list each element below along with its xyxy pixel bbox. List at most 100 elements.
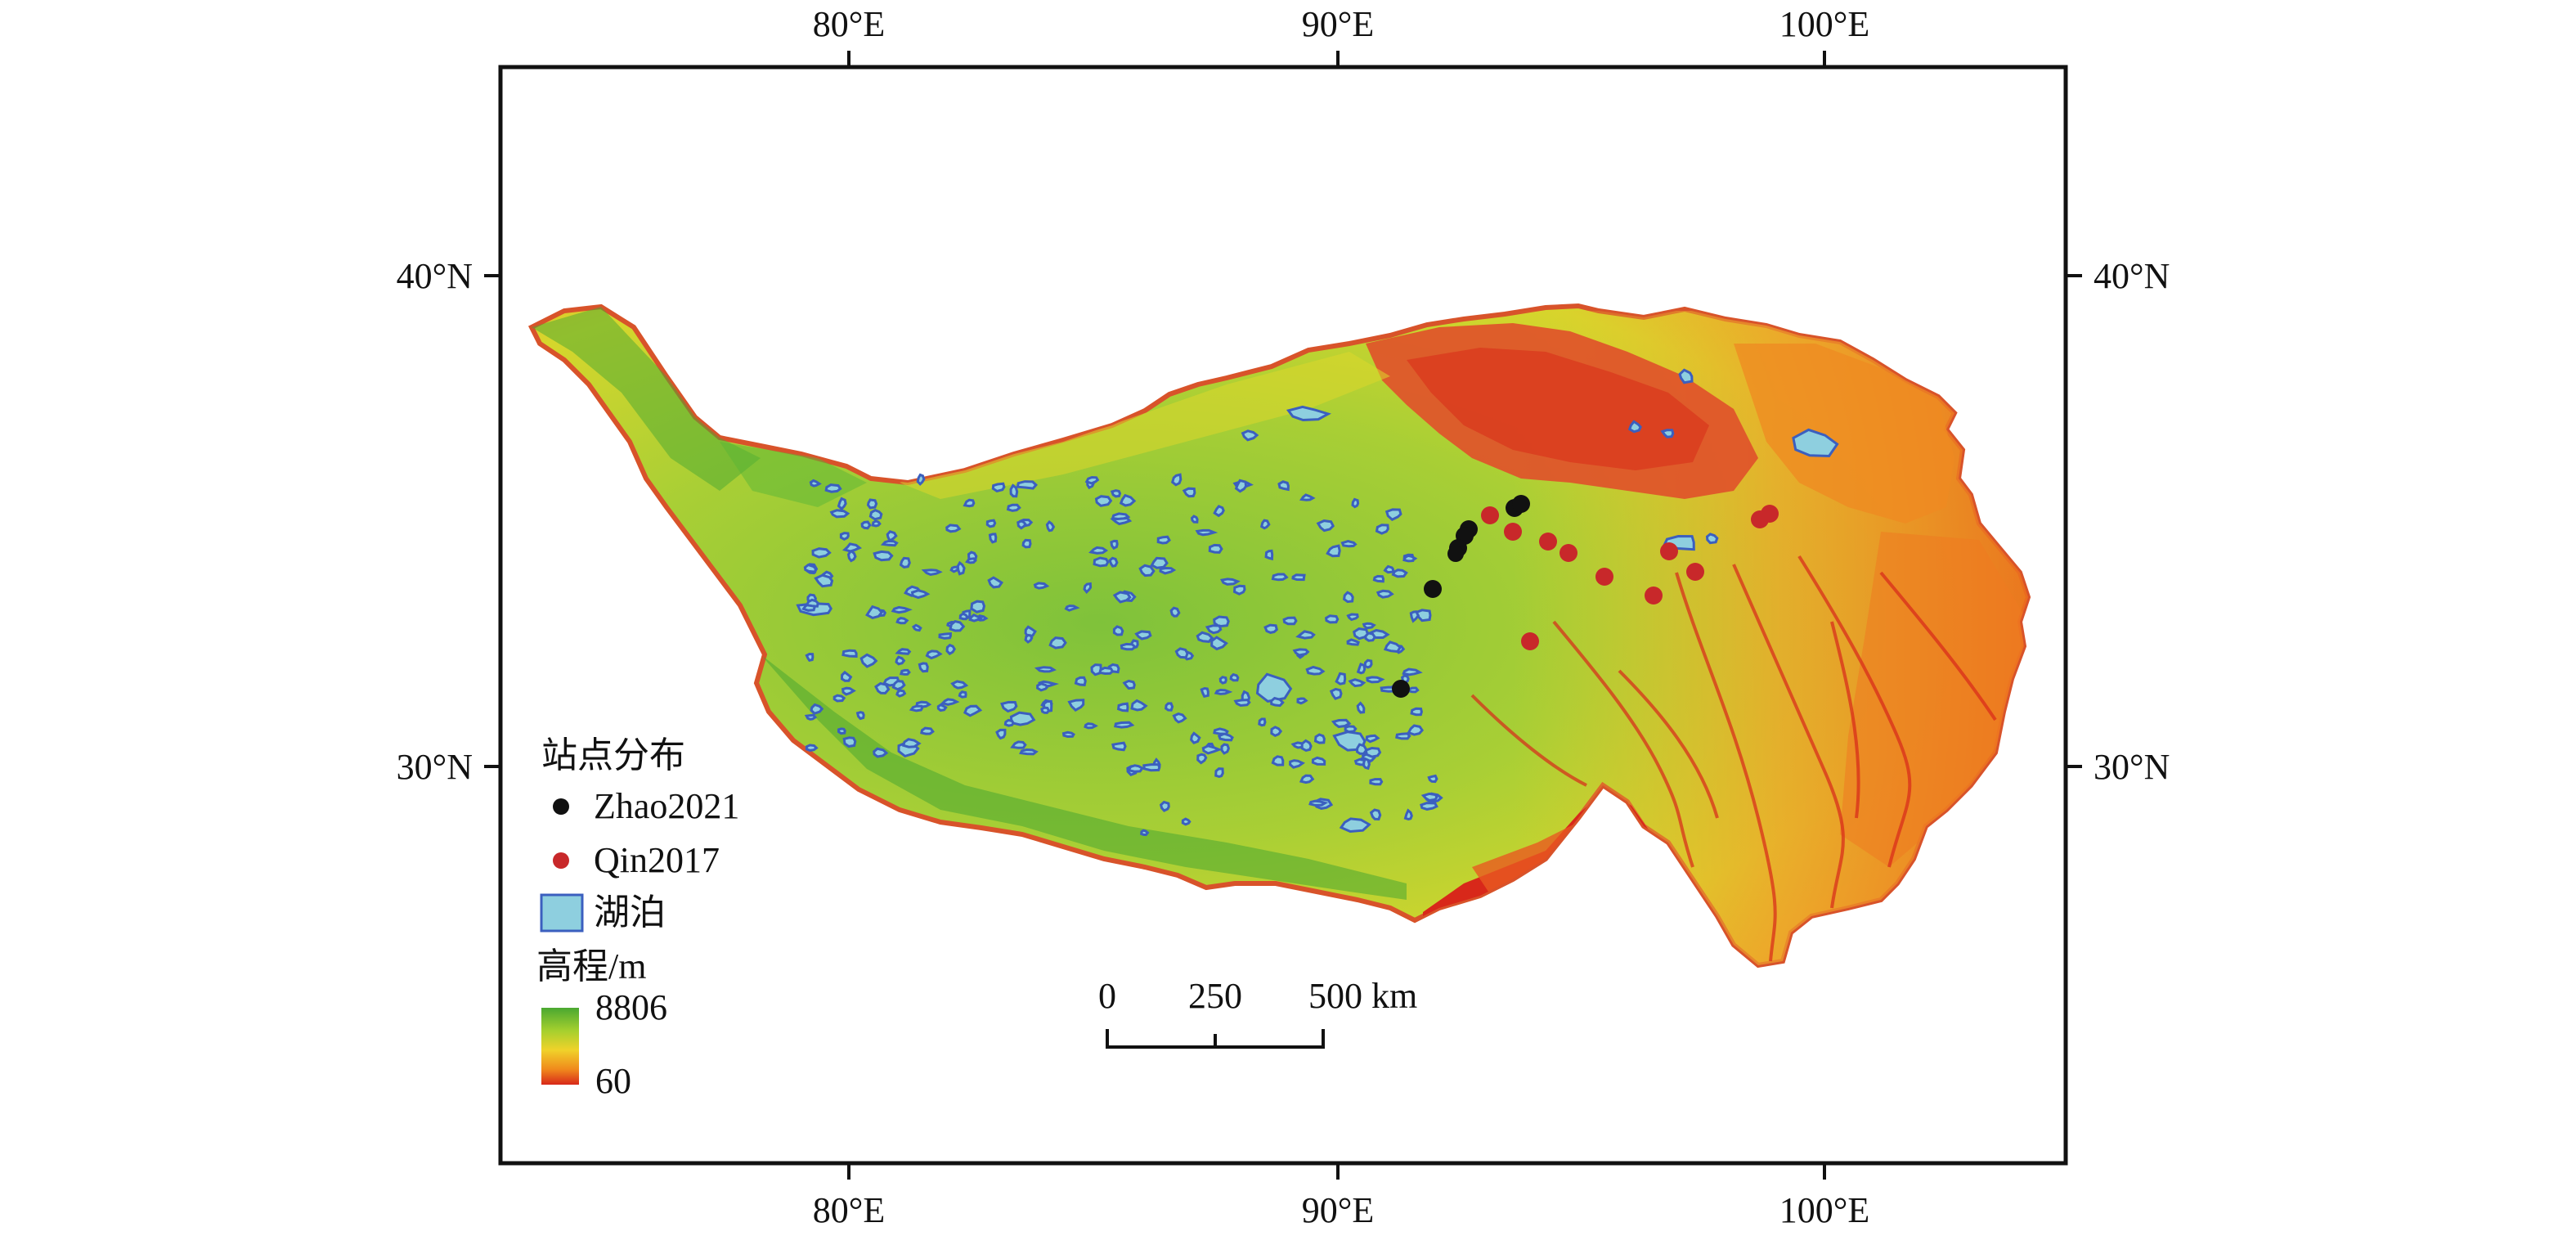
lake xyxy=(1410,707,1423,717)
lake xyxy=(1241,429,1259,442)
lake xyxy=(1403,808,1413,821)
lake xyxy=(1289,759,1305,769)
top-lon-labels: 80°E 90°E 100°E xyxy=(813,4,1869,44)
lake xyxy=(988,533,998,544)
lake xyxy=(868,509,883,521)
lake xyxy=(1365,734,1380,744)
lake xyxy=(805,598,819,608)
lake xyxy=(1348,678,1367,688)
lake xyxy=(1258,717,1267,727)
lake xyxy=(1366,676,1385,684)
lake xyxy=(1110,516,1133,526)
zhao2021-site xyxy=(1392,680,1410,698)
lake xyxy=(1164,702,1174,712)
lake xyxy=(1627,420,1642,434)
lake xyxy=(1326,544,1341,558)
lake xyxy=(1233,699,1251,708)
lake xyxy=(1295,630,1316,640)
lake xyxy=(1362,757,1371,771)
lake xyxy=(1271,755,1285,766)
lake xyxy=(1220,743,1231,755)
lake xyxy=(921,569,943,577)
lake xyxy=(1181,817,1192,826)
lake xyxy=(1134,630,1152,640)
lake xyxy=(1108,556,1119,568)
lake xyxy=(895,655,906,666)
lake xyxy=(1329,687,1343,700)
lake xyxy=(1402,667,1423,676)
lake xyxy=(995,728,1007,740)
lake xyxy=(810,703,824,715)
lake xyxy=(1407,724,1425,736)
qin2017-site xyxy=(1521,632,1539,650)
lake xyxy=(1150,556,1169,569)
lake xyxy=(1311,756,1326,766)
lon-label-top: 90°E xyxy=(1302,4,1374,44)
lake xyxy=(1300,739,1313,752)
elevation-colorbar xyxy=(541,1008,579,1085)
lake xyxy=(1292,648,1310,657)
lake xyxy=(1384,508,1402,521)
lake xyxy=(809,479,822,488)
lake xyxy=(1170,473,1183,487)
lake xyxy=(949,619,966,632)
lake xyxy=(886,530,898,543)
lake xyxy=(970,600,986,614)
lake xyxy=(950,680,969,690)
lake xyxy=(1016,480,1038,490)
lake xyxy=(1351,497,1360,509)
lake xyxy=(916,473,926,486)
lake xyxy=(1159,800,1170,812)
lake xyxy=(1084,475,1100,485)
lon-label-top: 80°E xyxy=(813,4,885,44)
lake xyxy=(956,560,966,576)
lake xyxy=(837,497,847,511)
lake xyxy=(1342,591,1354,604)
lake xyxy=(860,520,872,530)
lake xyxy=(1217,732,1234,742)
lake xyxy=(1036,682,1049,692)
lake xyxy=(1094,495,1113,507)
lake xyxy=(1006,503,1021,512)
lake xyxy=(865,605,884,620)
lake xyxy=(873,550,894,562)
lon-label-top: 100°E xyxy=(1779,4,1869,44)
lake xyxy=(1196,631,1214,643)
lake xyxy=(891,680,906,691)
lake xyxy=(940,698,960,706)
elevation-min-label: 60 xyxy=(595,1061,631,1101)
lake xyxy=(841,686,856,696)
lat-label-left: 30°N xyxy=(397,747,473,787)
lake xyxy=(1061,730,1075,739)
lake xyxy=(1210,636,1228,651)
lake xyxy=(1213,615,1230,628)
lake xyxy=(1705,533,1719,545)
lake-swatch-icon xyxy=(540,893,584,933)
lake xyxy=(1213,505,1225,518)
lake xyxy=(1218,676,1227,685)
lake xyxy=(1346,638,1360,646)
lake xyxy=(987,576,1004,589)
lake xyxy=(1196,753,1208,765)
zhao2021-sites xyxy=(1392,495,1530,698)
lake xyxy=(901,738,922,748)
qin2017-site xyxy=(1595,568,1613,586)
lake xyxy=(1356,701,1366,714)
lake xyxy=(1372,574,1385,583)
lake xyxy=(1296,697,1308,705)
lake xyxy=(1003,718,1015,727)
lake xyxy=(866,498,878,510)
axis-ticks xyxy=(484,51,2082,1180)
lake xyxy=(1395,732,1411,740)
lake xyxy=(1110,489,1122,498)
lake xyxy=(837,727,846,735)
legend: 站点分布 Zhao2021 Qin2017 湖泊 高程/m 8806 60 xyxy=(536,735,739,1101)
lake xyxy=(949,565,960,573)
lake xyxy=(895,617,909,625)
lake xyxy=(1034,666,1057,673)
qin2017-site xyxy=(1560,544,1577,562)
lake xyxy=(1391,569,1408,578)
lake xyxy=(1140,829,1150,837)
zhao2021-site xyxy=(1512,495,1530,513)
lake xyxy=(1269,696,1285,708)
